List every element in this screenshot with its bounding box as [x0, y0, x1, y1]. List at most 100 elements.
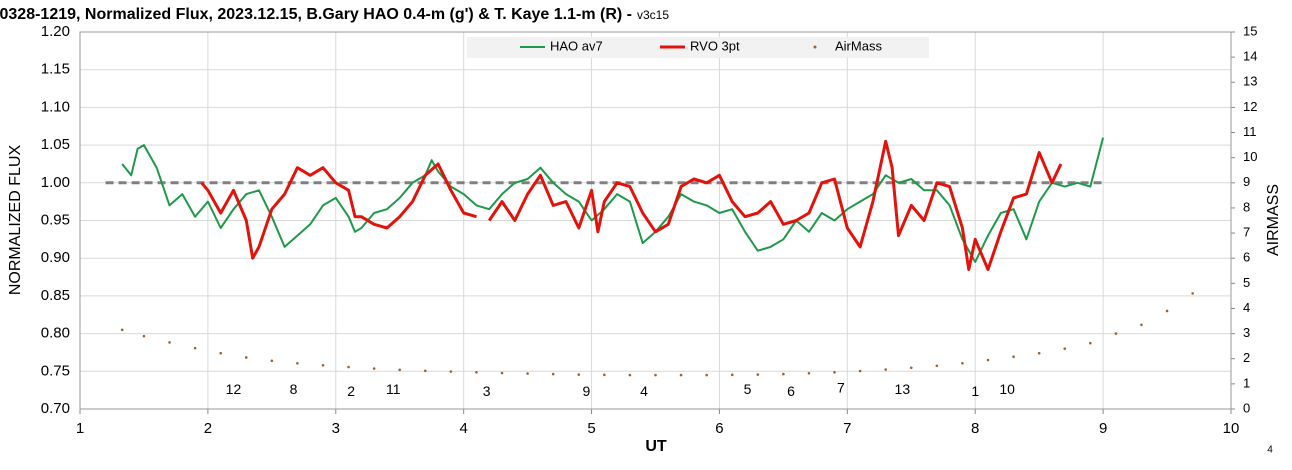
- airmass-point: [219, 351, 222, 355]
- airmass-point: [628, 373, 632, 377]
- airmass-point: [168, 341, 171, 344]
- airmass-point: [961, 361, 964, 365]
- airmass-point: [654, 373, 657, 377]
- airmass-point: [756, 373, 760, 376]
- airmass-point: [449, 370, 453, 373]
- y-tick-label: 0.80: [41, 325, 70, 342]
- airmass-point: [1165, 309, 1169, 313]
- legend-box: [467, 37, 929, 58]
- y2-tick-label: 4: [1243, 300, 1250, 315]
- airmass-point: [858, 369, 862, 373]
- airmass-point: [1063, 347, 1067, 350]
- y2-tick-label: 9: [1243, 174, 1250, 189]
- legend-label: RVO 3pt: [690, 38, 740, 53]
- y2-tick-label: 10: [1243, 149, 1257, 164]
- x-tick-label: 3: [332, 420, 340, 437]
- y2-tick-label: 8: [1243, 199, 1250, 214]
- annotation: 7: [837, 379, 845, 395]
- annotation: 8: [290, 381, 298, 397]
- x-tick-label: 1: [76, 420, 84, 437]
- y2-tick-label: 13: [1243, 74, 1257, 89]
- airmass-point: [884, 368, 887, 371]
- y-tick-label: 0.70: [41, 400, 70, 417]
- annotation: 5: [744, 381, 752, 397]
- chart-title: J0328-1219, Normalized Flux, 2023.12.15,…: [0, 6, 632, 23]
- y2-tick-label: 0: [1243, 400, 1250, 415]
- y-tick-label: 1.20: [41, 23, 70, 40]
- y-tick-label: 1.00: [41, 174, 70, 191]
- airmass-point: [603, 373, 606, 377]
- y-tick-label: 0.90: [41, 249, 70, 266]
- y-axis-label: NORMALIZED FLUX: [7, 145, 24, 296]
- x-tick-label: 6: [715, 420, 723, 437]
- annotation: 11: [386, 381, 401, 397]
- y2-tick-label: 1: [1243, 375, 1250, 390]
- annotation: 3: [483, 383, 491, 399]
- x-axis-label: UT: [645, 438, 667, 455]
- airmass-point: [1140, 323, 1143, 327]
- y-tick-label: 0.85: [41, 287, 70, 304]
- annotation: 4: [640, 383, 648, 399]
- airmass-point: [551, 372, 555, 376]
- airmass-point: [807, 372, 811, 375]
- series-line: [121, 137, 1105, 263]
- airmass-point: [270, 359, 274, 363]
- x-tick-label: 9: [1099, 420, 1107, 437]
- airmass-point: [321, 363, 325, 367]
- y2-tick-label: 11: [1243, 124, 1257, 139]
- annotation: 2: [347, 383, 355, 399]
- airmass-point: [193, 346, 197, 350]
- y-tick-label: 1.10: [41, 98, 70, 115]
- airmass-point: [1191, 292, 1194, 295]
- airmass-point: [986, 358, 990, 362]
- airmass-point: [909, 366, 913, 370]
- airmass-point: [1089, 341, 1092, 345]
- airmass-point: [1012, 355, 1015, 359]
- annotation: 1: [971, 383, 979, 399]
- airmass-point: [296, 361, 299, 365]
- airmass-point: [577, 373, 581, 376]
- airmass-point: [372, 367, 376, 370]
- airmass-point: [1037, 351, 1041, 355]
- y-tick-label: 1.15: [41, 61, 70, 78]
- x-tick-label: 5: [587, 420, 595, 437]
- x-tick-label: 7: [843, 420, 851, 437]
- airmass-point: [730, 373, 734, 377]
- airmass-point: [475, 371, 478, 374]
- airmass-point: [526, 372, 529, 375]
- annotation: 12: [226, 381, 242, 397]
- airmass-point: [500, 371, 504, 375]
- x-tick-label: 4: [459, 420, 467, 437]
- y2-axis-label: AIRMASS: [1265, 184, 1282, 256]
- x-tick-label: 2: [204, 420, 212, 437]
- chart-version: v3c15: [637, 8, 669, 22]
- annotation: 13: [895, 381, 911, 397]
- airmass-point: [1114, 332, 1118, 335]
- plot-border: [79, 31, 1232, 410]
- y-tick-label: 1.05: [41, 136, 70, 153]
- airmass-point: [398, 368, 402, 372]
- legend-label: HAO av7: [550, 38, 603, 53]
- airmass-point: [705, 373, 708, 377]
- airmass-point: [244, 356, 248, 359]
- y2-tick-label: 2: [1243, 350, 1250, 365]
- y2-tick-label: 7: [1243, 225, 1250, 240]
- airmass-point: [424, 369, 427, 373]
- y-tick-label: 0.95: [41, 211, 70, 228]
- series-line: [200, 139, 1063, 271]
- y2-tick-label: 15: [1243, 23, 1257, 38]
- annotation: 10: [999, 381, 1015, 397]
- airmass-point: [833, 371, 836, 374]
- airmass-point: [347, 365, 350, 369]
- annotation: 9: [583, 383, 591, 399]
- y2-tick-label: 6: [1243, 250, 1250, 265]
- y2-tick-label: 14: [1243, 49, 1257, 64]
- legend-label: AirMass: [835, 38, 882, 53]
- y2-tick-label: 3: [1243, 325, 1250, 340]
- x-tick-label: 10: [1223, 420, 1240, 437]
- airmass-point: [120, 328, 124, 332]
- airmass-point: [782, 372, 785, 376]
- airmass-point: [935, 364, 939, 368]
- y-tick-label: 0.75: [41, 362, 70, 379]
